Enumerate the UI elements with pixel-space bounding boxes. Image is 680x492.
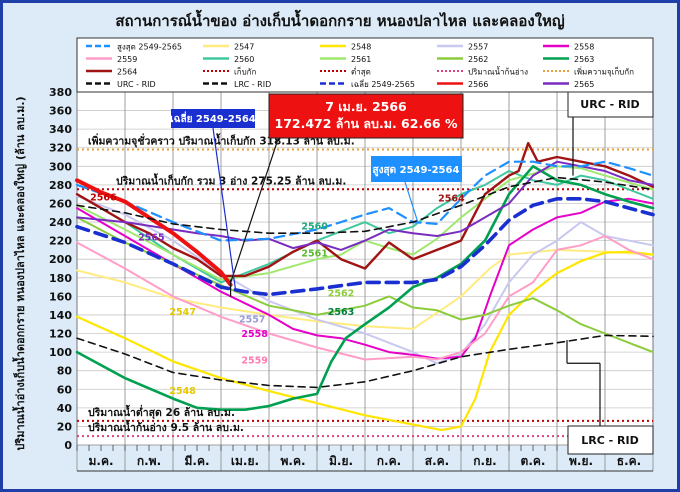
- legend-label: LRC - RID: [234, 80, 271, 89]
- year-label: 2548: [169, 386, 196, 397]
- year-label: 2547: [169, 307, 195, 318]
- y-tick-label: 200: [49, 253, 72, 266]
- year-label: 2560: [301, 221, 328, 232]
- legend-label: 2564: [117, 68, 137, 77]
- avg-label-pointer: [212, 127, 236, 290]
- x-tick-label: ก.ย.: [473, 454, 496, 468]
- lrc-label-box: [567, 425, 654, 455]
- year-label: 2558: [241, 329, 268, 340]
- y-tick-label: 140: [49, 309, 72, 322]
- series-group: [75, 141, 655, 432]
- callout-pointer: [230, 123, 284, 283]
- max-label-box: [371, 156, 462, 182]
- legend-label: 2566: [468, 80, 488, 89]
- max-label-pointer: [404, 181, 419, 223]
- y-tick-label: 60: [57, 383, 73, 396]
- series-line: [75, 197, 655, 297]
- series-line: [75, 250, 655, 432]
- y-tick-label: 320: [49, 142, 72, 155]
- x-tick-label: ม.ค.: [88, 454, 113, 468]
- legend-label: เฉลี่ย 2549-2565: [351, 78, 415, 89]
- x-tick-label: ก.ค.: [377, 454, 401, 468]
- x-tick-label: มิ.ย.: [329, 454, 353, 468]
- lrc-label-text: LRC - RID: [581, 434, 638, 447]
- year-label: 2557: [239, 314, 265, 325]
- y-tick-label: 380: [49, 86, 72, 99]
- y-tick-label: 260: [49, 197, 72, 210]
- x-tick-label: ส.ค.: [425, 454, 449, 468]
- series-line: [76, 334, 654, 389]
- reference-line-label: ปริมาณน้ำเก็บกัก รวม 3 อ่าง 275.25 ล้าน …: [116, 172, 346, 187]
- legend-label: 2558: [574, 43, 594, 52]
- callout-date: 7 เม.ย. 2566: [325, 99, 407, 114]
- series-line: [75, 141, 655, 278]
- y-tick-label: 20: [57, 420, 73, 433]
- legend-label: 2562: [468, 55, 488, 64]
- series-line: [76, 160, 654, 251]
- x-tick-label: มี.ค.: [184, 454, 209, 468]
- urc-label-text: URC - RID: [580, 98, 639, 111]
- legend-label: เก็บกัก: [234, 67, 257, 77]
- series-line: [76, 176, 654, 234]
- y-tick-label: 180: [49, 272, 72, 285]
- y-tick-label: 220: [49, 235, 72, 248]
- x-tick-label: ก.พ.: [137, 454, 161, 468]
- y-tick-label: 300: [49, 160, 72, 173]
- y-tick-label: 340: [49, 123, 72, 136]
- urc-label-box: [567, 91, 654, 118]
- y-tick-label: 160: [49, 290, 72, 303]
- legend-label: 2548: [351, 43, 371, 52]
- year-label: 2565: [138, 233, 164, 244]
- legend-label: สูงสุด 2549-2565: [117, 43, 182, 53]
- x-tick-label: ต.ค.: [521, 454, 546, 468]
- legend-label: ปริมาณน้ำก้นอ่าง: [468, 66, 528, 77]
- year-label: 2561: [301, 248, 327, 259]
- series-line: [76, 197, 654, 360]
- y-tick-label: 100: [49, 346, 72, 359]
- y-tick-label: 0: [64, 439, 72, 452]
- legend-label: 2547: [234, 43, 254, 52]
- legend-label: 2557: [468, 43, 488, 52]
- x-tick-label: เม.ย.: [231, 454, 259, 468]
- x-tick-label: พ.ค.: [280, 454, 305, 468]
- avg-label-text: เฉลี่ย 2549-2564: [170, 111, 256, 125]
- x-tick-label: พ.ย.: [569, 454, 593, 468]
- y-tick-label: 80: [57, 365, 73, 378]
- reference-line-label: ปริมาณน้ำต่ำสุด 26 ล้าน ลบ.ม.: [88, 404, 235, 420]
- year-label: 2562: [328, 288, 354, 299]
- legend-label: 2563: [574, 55, 594, 64]
- callout-value: 172.472 ล้าน ลบ.ม. 62.66 %: [275, 116, 458, 131]
- y-tick-label: 360: [49, 105, 72, 118]
- year-label: 2566: [90, 193, 117, 204]
- series-line: [76, 235, 654, 361]
- legend-label: 2559: [117, 55, 137, 64]
- y-tick-label: 120: [49, 328, 72, 341]
- legend-label: 2561: [351, 55, 371, 64]
- y-tick-label: 240: [49, 216, 72, 229]
- y-axis-label: ปริมาณน้ำอ่างเก็บน้ำดอกกราย หนองปลาไหล แ…: [12, 96, 27, 450]
- year-label: 2563: [328, 307, 354, 318]
- legend-label: 2565: [574, 80, 594, 89]
- y-tick-label: 40: [57, 402, 73, 415]
- year-label: 2559: [241, 355, 267, 366]
- x-tick-label: ธ.ค.: [617, 454, 641, 468]
- max-label-text: สูงสุด 2549-2564: [373, 165, 460, 177]
- series-line: [75, 178, 233, 287]
- year-label: 2564: [438, 194, 465, 205]
- callout-box: [268, 93, 464, 139]
- series-line: [76, 170, 654, 284]
- y-tick-label: 280: [49, 179, 72, 192]
- legend-label: 2560: [234, 55, 254, 64]
- legend-label: URC - RID: [117, 80, 156, 89]
- legend-label: ต่ำสุด: [351, 66, 371, 77]
- series-line: [75, 160, 655, 242]
- reference-line-label: ปริมาณน้ำก้นอ่าง 9.5 ล้าน ลบ.ม.: [88, 419, 244, 434]
- avg-label-box: [171, 109, 255, 128]
- legend-label: เพิ่มความจุเก็บกัก: [574, 66, 634, 77]
- chart-title: สถานการณ์น้ำของ อ่างเก็บน้ำดอกกราย หนองป…: [115, 12, 565, 30]
- series-line: [75, 165, 655, 411]
